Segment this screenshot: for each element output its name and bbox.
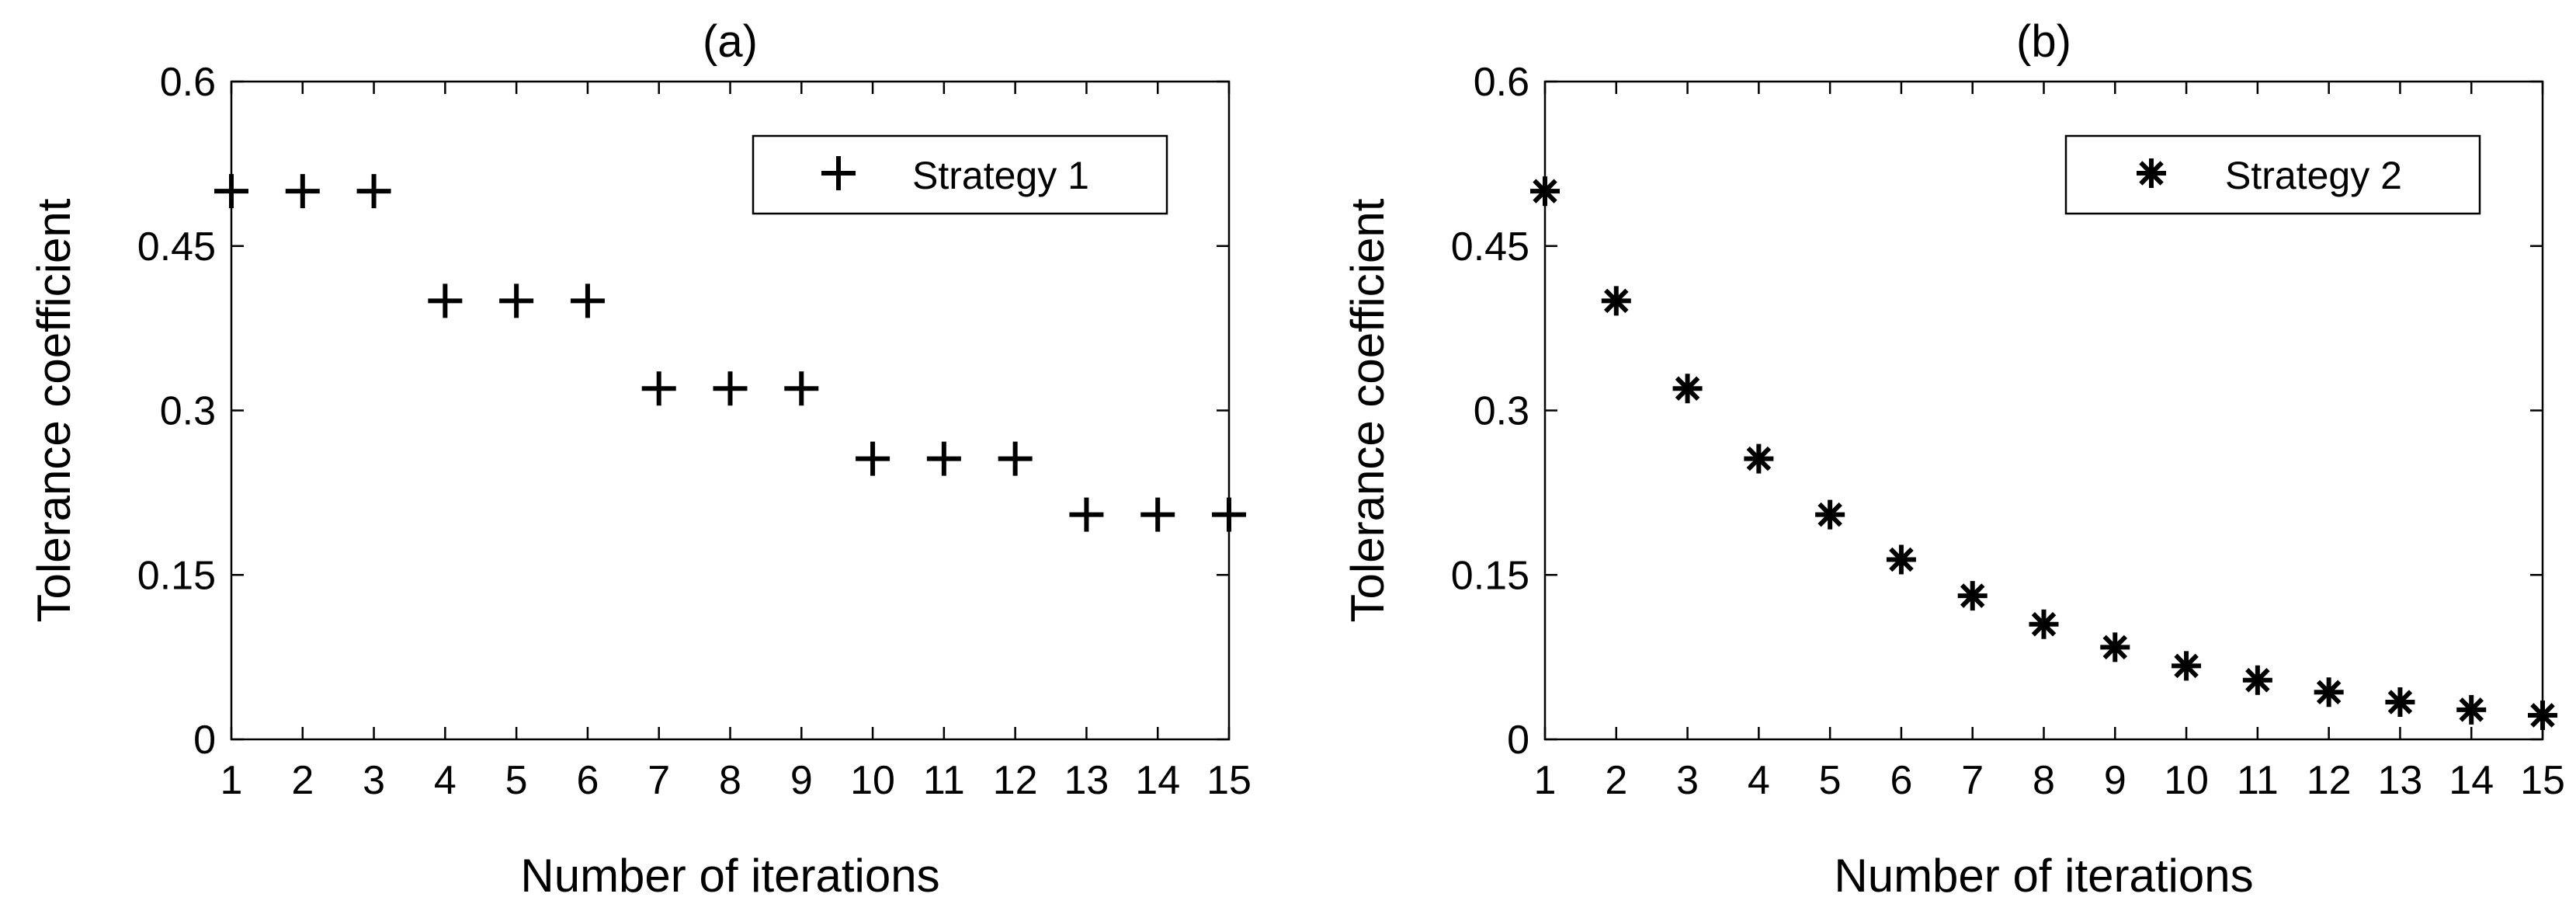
x-tick-label: 15 bbox=[1206, 758, 1252, 803]
x-tick-label: 7 bbox=[1961, 758, 1984, 803]
data-point bbox=[1140, 497, 1175, 532]
data-point bbox=[1069, 497, 1104, 532]
data-point bbox=[499, 283, 534, 318]
y-tick-label: 0.15 bbox=[137, 553, 216, 598]
legend: Strategy 2 bbox=[2064, 134, 2481, 215]
legend: Strategy 1 bbox=[752, 134, 1168, 215]
data-point bbox=[1957, 581, 1988, 611]
data-point bbox=[2100, 632, 2130, 662]
data-point bbox=[1212, 497, 1246, 532]
y-tick-label: 0.6 bbox=[160, 60, 216, 105]
data-point bbox=[285, 174, 320, 209]
data-point bbox=[784, 371, 819, 406]
data-point bbox=[2456, 694, 2487, 725]
x-tick-label: 9 bbox=[2104, 758, 2126, 803]
chart-title: (a) bbox=[703, 16, 758, 67]
data-point bbox=[2385, 687, 2415, 718]
data-point bbox=[926, 441, 961, 476]
series-points bbox=[214, 174, 1246, 532]
x-tick-label: 9 bbox=[790, 758, 813, 803]
y-tick-label: 0.15 bbox=[1451, 553, 1529, 598]
x-tick-label: 3 bbox=[1676, 758, 1699, 803]
x-tick-label: 11 bbox=[923, 758, 965, 803]
x-tick-label: 4 bbox=[1748, 758, 1770, 803]
data-point bbox=[998, 441, 1033, 476]
x-tick-label: 3 bbox=[363, 758, 385, 803]
y-tick-label: 0.45 bbox=[137, 224, 216, 269]
chart-title: (b) bbox=[2016, 16, 2071, 67]
data-point bbox=[2242, 665, 2272, 695]
x-tick-label: 2 bbox=[291, 758, 314, 803]
data-point bbox=[1815, 499, 1845, 530]
chart-panel-a: (a)00.150.30.450.61 2 3 4 5 6 7 8 9 10 11 12 13 14 15N… bbox=[28, 16, 1252, 902]
x-tick-label: 13 bbox=[2378, 758, 2423, 803]
x-tick-label: 12 bbox=[993, 758, 1038, 803]
x-tick-label: 7 bbox=[647, 758, 670, 803]
x-tick-label: 10 bbox=[850, 758, 895, 803]
x-tick-label: 14 bbox=[1135, 758, 1180, 803]
data-point bbox=[1672, 374, 1703, 404]
x-axis-label: Number of iterations bbox=[520, 850, 939, 902]
x-tick-label: 6 bbox=[576, 758, 599, 803]
x-tick-label: 8 bbox=[719, 758, 741, 803]
data-point bbox=[1744, 443, 1774, 474]
data-point bbox=[356, 174, 391, 209]
legend-box bbox=[2064, 134, 2481, 215]
x-tick-label: 1 bbox=[1534, 758, 1557, 803]
legend-marker bbox=[2137, 158, 2166, 188]
y-tick-label: 0.6 bbox=[1474, 60, 1529, 105]
x-tick-label: 10 bbox=[2164, 758, 2209, 803]
x-tick-label: 15 bbox=[2520, 758, 2565, 803]
data-point bbox=[1530, 176, 1560, 207]
legend-label: Strategy 1 bbox=[912, 154, 1089, 197]
y-tick-label: 0.3 bbox=[1474, 389, 1529, 434]
y-axis-label: Tolerance coefficient bbox=[1342, 198, 1394, 622]
x-tick-label: 5 bbox=[505, 758, 528, 803]
data-point bbox=[570, 283, 605, 318]
x-axis-label: Number of iterations bbox=[1834, 850, 2253, 902]
series-points bbox=[1530, 176, 2557, 730]
data-point bbox=[641, 371, 676, 406]
data-point bbox=[1886, 544, 1916, 575]
data-point bbox=[713, 371, 748, 406]
y-tick-label: 0.3 bbox=[160, 389, 216, 434]
x-tick-label: 4 bbox=[434, 758, 457, 803]
data-point bbox=[2314, 677, 2344, 708]
data-point bbox=[856, 441, 890, 476]
x-tick-label: 14 bbox=[2449, 758, 2494, 803]
x-tick-label: 5 bbox=[1819, 758, 1842, 803]
x-tick-label: 12 bbox=[2307, 758, 2352, 803]
legend-label: Strategy 2 bbox=[2225, 154, 2402, 197]
y-axis-label: Tolerance coefficient bbox=[28, 198, 80, 622]
y-tick-label: 0 bbox=[193, 718, 216, 763]
data-point bbox=[428, 283, 463, 318]
legend-marker bbox=[821, 156, 856, 190]
x-tick-label: 11 bbox=[2237, 758, 2279, 803]
data-point bbox=[2172, 651, 2202, 681]
data-point bbox=[1601, 286, 1631, 316]
x-tick-label: 6 bbox=[1890, 758, 1912, 803]
x-tick-label: 13 bbox=[1064, 758, 1109, 803]
x-tick-label: 1 bbox=[220, 758, 243, 803]
data-point bbox=[2029, 609, 2059, 639]
x-tick-label: 2 bbox=[1605, 758, 1627, 803]
data-point bbox=[2528, 700, 2557, 730]
y-tick-label: 0.45 bbox=[1451, 224, 1529, 269]
chart-panel-b: (b)00.150.30.450.61 2 3 4 5 6 7 8 9 10 11 12 13 14 15N… bbox=[1342, 16, 2565, 902]
data-point bbox=[214, 174, 248, 209]
x-tick-label: 8 bbox=[2033, 758, 2055, 803]
y-tick-label: 0 bbox=[1507, 718, 1529, 763]
